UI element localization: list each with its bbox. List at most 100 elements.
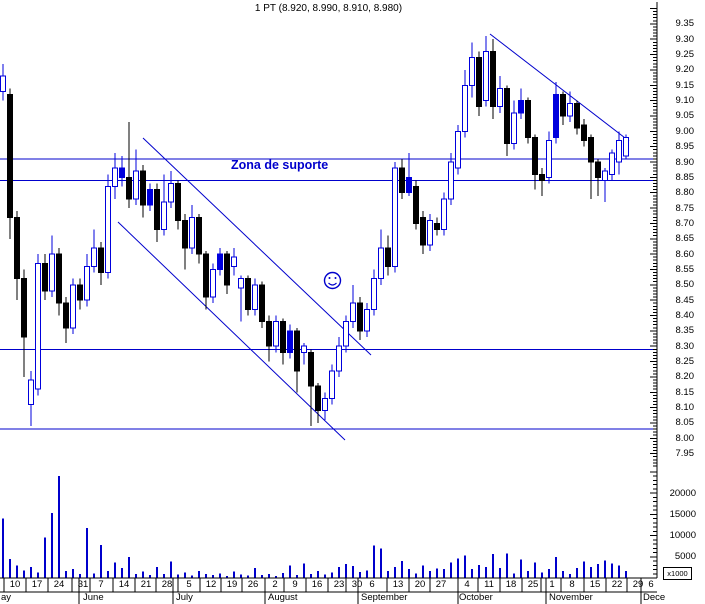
- candle: [35, 262, 41, 390]
- candle: [595, 161, 601, 178]
- volume-bar: [23, 570, 25, 578]
- candle: [189, 216, 195, 249]
- volume-bar: [233, 571, 235, 578]
- candle: [182, 219, 188, 249]
- price-tick-label: 8.80: [675, 187, 695, 199]
- date-tick-label: 1: [549, 579, 555, 590]
- price-tick-label: 8.50: [675, 279, 695, 291]
- candle: [91, 247, 97, 267]
- volume-bar: [485, 566, 487, 578]
- candle: [350, 302, 356, 323]
- volume-bar: [51, 512, 53, 578]
- volume-tick-label: 15000: [669, 508, 696, 520]
- volume-bar: [184, 572, 186, 578]
- volume-bar: [548, 569, 550, 578]
- candle: [483, 50, 489, 102]
- volume-bar: [324, 574, 326, 578]
- candle: [231, 256, 237, 267]
- trendline-channel-upper[interactable]: [142, 137, 372, 356]
- volume-bar: [611, 563, 613, 578]
- price-tick-label: 8.45: [675, 294, 695, 306]
- volume-bar: [443, 569, 445, 578]
- volume-bar: [604, 560, 606, 578]
- candle: [511, 112, 517, 145]
- month-label: June: [83, 592, 104, 603]
- candle: [455, 130, 461, 169]
- candle: [413, 186, 419, 224]
- volume-bar: [408, 569, 410, 578]
- price-tick-label: 8.70: [675, 217, 695, 229]
- price-tick-label: 9.05: [675, 110, 695, 122]
- candle: [168, 182, 174, 203]
- volume-bar: [198, 571, 200, 578]
- smiley-annotation[interactable]: [323, 271, 342, 290]
- date-tick-label: 15: [589, 579, 601, 590]
- candle: [266, 321, 272, 347]
- volume-multiplier-box: x1000: [663, 567, 692, 580]
- candle: [546, 140, 552, 178]
- candle: [14, 216, 20, 280]
- volume-bar: [352, 566, 354, 578]
- candle: [497, 87, 503, 108]
- candle: [518, 100, 524, 114]
- volume-bar: [345, 563, 347, 578]
- volume-bar: [2, 518, 4, 578]
- volume-bar: [135, 574, 137, 578]
- volume-bar: [464, 555, 466, 578]
- candle: [175, 182, 181, 221]
- candle: [7, 93, 13, 218]
- price-tick-label: 8.65: [675, 233, 695, 245]
- date-tick-label: 27: [435, 579, 447, 590]
- candle: [210, 268, 216, 298]
- candle: [280, 321, 286, 353]
- volume-bar: [254, 568, 256, 578]
- price-tick-label: 8.25: [675, 356, 695, 368]
- candle: [154, 189, 160, 231]
- candle: [574, 103, 580, 129]
- support-zone-label[interactable]: Zona de suporte: [231, 158, 329, 172]
- volume-bar: [128, 556, 130, 578]
- date-tick-label: 4: [464, 579, 470, 590]
- candle: [532, 136, 538, 175]
- volume-bar: [177, 574, 179, 578]
- month-label: ay: [1, 592, 12, 603]
- volume-bar: [338, 566, 340, 578]
- candle: [420, 216, 426, 246]
- volume-bar: [520, 559, 522, 578]
- candle: [609, 152, 615, 175]
- date-tick-label: 14: [118, 579, 130, 590]
- volume-bar: [219, 573, 221, 578]
- candle: [322, 397, 328, 412]
- candle: [623, 136, 629, 157]
- candle: [161, 201, 167, 231]
- candle: [462, 84, 468, 132]
- candle: [245, 278, 251, 310]
- date-tick-label: 24: [53, 579, 65, 590]
- candle: [469, 57, 475, 86]
- trendline-channel-lower[interactable]: [117, 221, 346, 441]
- volume-bar: [142, 571, 144, 578]
- candle: [294, 330, 300, 372]
- date-tick-label: 6: [369, 579, 375, 590]
- volume-bar: [625, 571, 627, 578]
- volume-bar: [450, 562, 452, 578]
- date-tick-label: 17: [31, 579, 43, 590]
- volume-bar: [394, 566, 396, 578]
- candle: [126, 176, 132, 200]
- volume-bar: [170, 561, 172, 578]
- month-label: August: [268, 592, 298, 603]
- volume-bar: [422, 565, 424, 578]
- date-tick-label: 9: [292, 579, 298, 590]
- candle: [539, 173, 545, 181]
- trendline-resistance-top-right[interactable]: [489, 33, 630, 142]
- volume-bar: [597, 563, 599, 578]
- volume-bar: [366, 570, 368, 578]
- candle: [70, 284, 76, 329]
- candle: [84, 265, 90, 301]
- candle: [392, 167, 398, 267]
- candle: [441, 198, 447, 231]
- date-tick-label: 22: [611, 579, 623, 590]
- candle: [357, 302, 363, 332]
